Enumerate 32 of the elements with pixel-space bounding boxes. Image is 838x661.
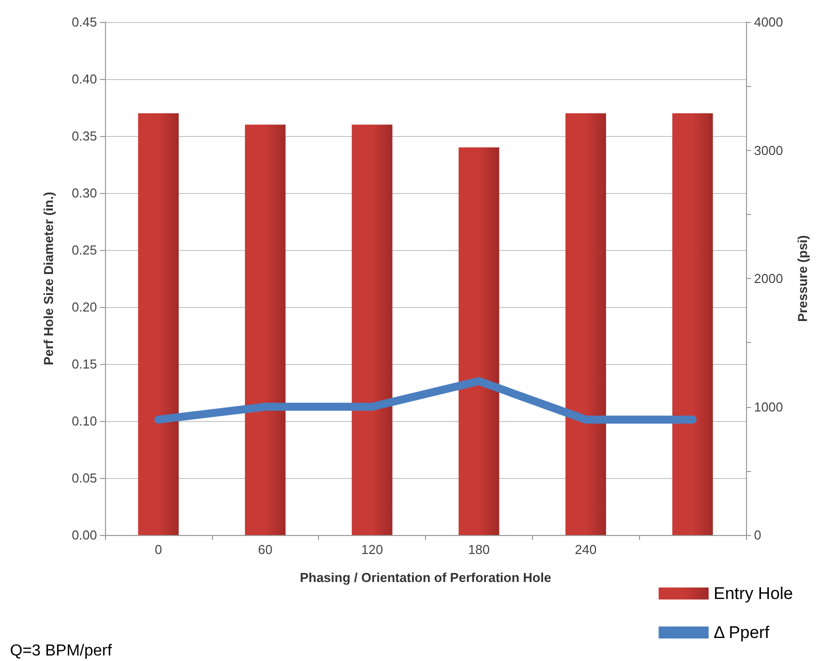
y2-axis-title: Pressure (psi) bbox=[795, 235, 810, 322]
y-tick-label: 0.40 bbox=[72, 72, 97, 86]
y2-tick-label: 4000 bbox=[754, 14, 783, 30]
x-tick-label: 120 bbox=[361, 542, 383, 557]
y-tick-label: 0.35 bbox=[72, 128, 97, 144]
bar bbox=[458, 147, 500, 535]
y-tick-label: 0.20 bbox=[72, 300, 97, 314]
y-tick-label: 0.25 bbox=[72, 242, 97, 258]
y-tick-label: 0.05 bbox=[72, 470, 97, 486]
y2-tick-label: 3000 bbox=[754, 142, 783, 158]
x-tick-label: 240 bbox=[574, 542, 597, 557]
y2-tick-label: 0 bbox=[754, 528, 762, 542]
y-tick-label: 0.30 bbox=[72, 186, 97, 200]
legend-label: Δ Pperf bbox=[714, 623, 770, 642]
x-tick-label: 180 bbox=[468, 542, 490, 557]
legend-label: Entry Hole bbox=[714, 584, 794, 603]
y2-tick-label: 1000 bbox=[754, 399, 783, 414]
y2-tick-label: 2000 bbox=[754, 271, 783, 286]
bar bbox=[352, 124, 392, 535]
x-tick-label: 60 bbox=[258, 542, 272, 557]
text: Q=3 BPM/perf bbox=[10, 642, 112, 660]
y-tick-label: 0.45 bbox=[72, 14, 97, 30]
y-axis-title: Perf Hole Size Diameter (in.) bbox=[41, 192, 56, 366]
y-tick-label: 0.15 bbox=[72, 356, 97, 372]
bar bbox=[565, 113, 606, 535]
y-tick-label: 0.00 bbox=[72, 528, 97, 542]
bar bbox=[672, 113, 713, 535]
bar bbox=[244, 124, 286, 535]
y-tick-label: 0.10 bbox=[72, 414, 97, 428]
x-axis-title: Phasing / Orientation of Perforation Hole bbox=[300, 570, 552, 585]
x-tick-label: 0 bbox=[154, 542, 162, 557]
bar bbox=[138, 113, 179, 535]
